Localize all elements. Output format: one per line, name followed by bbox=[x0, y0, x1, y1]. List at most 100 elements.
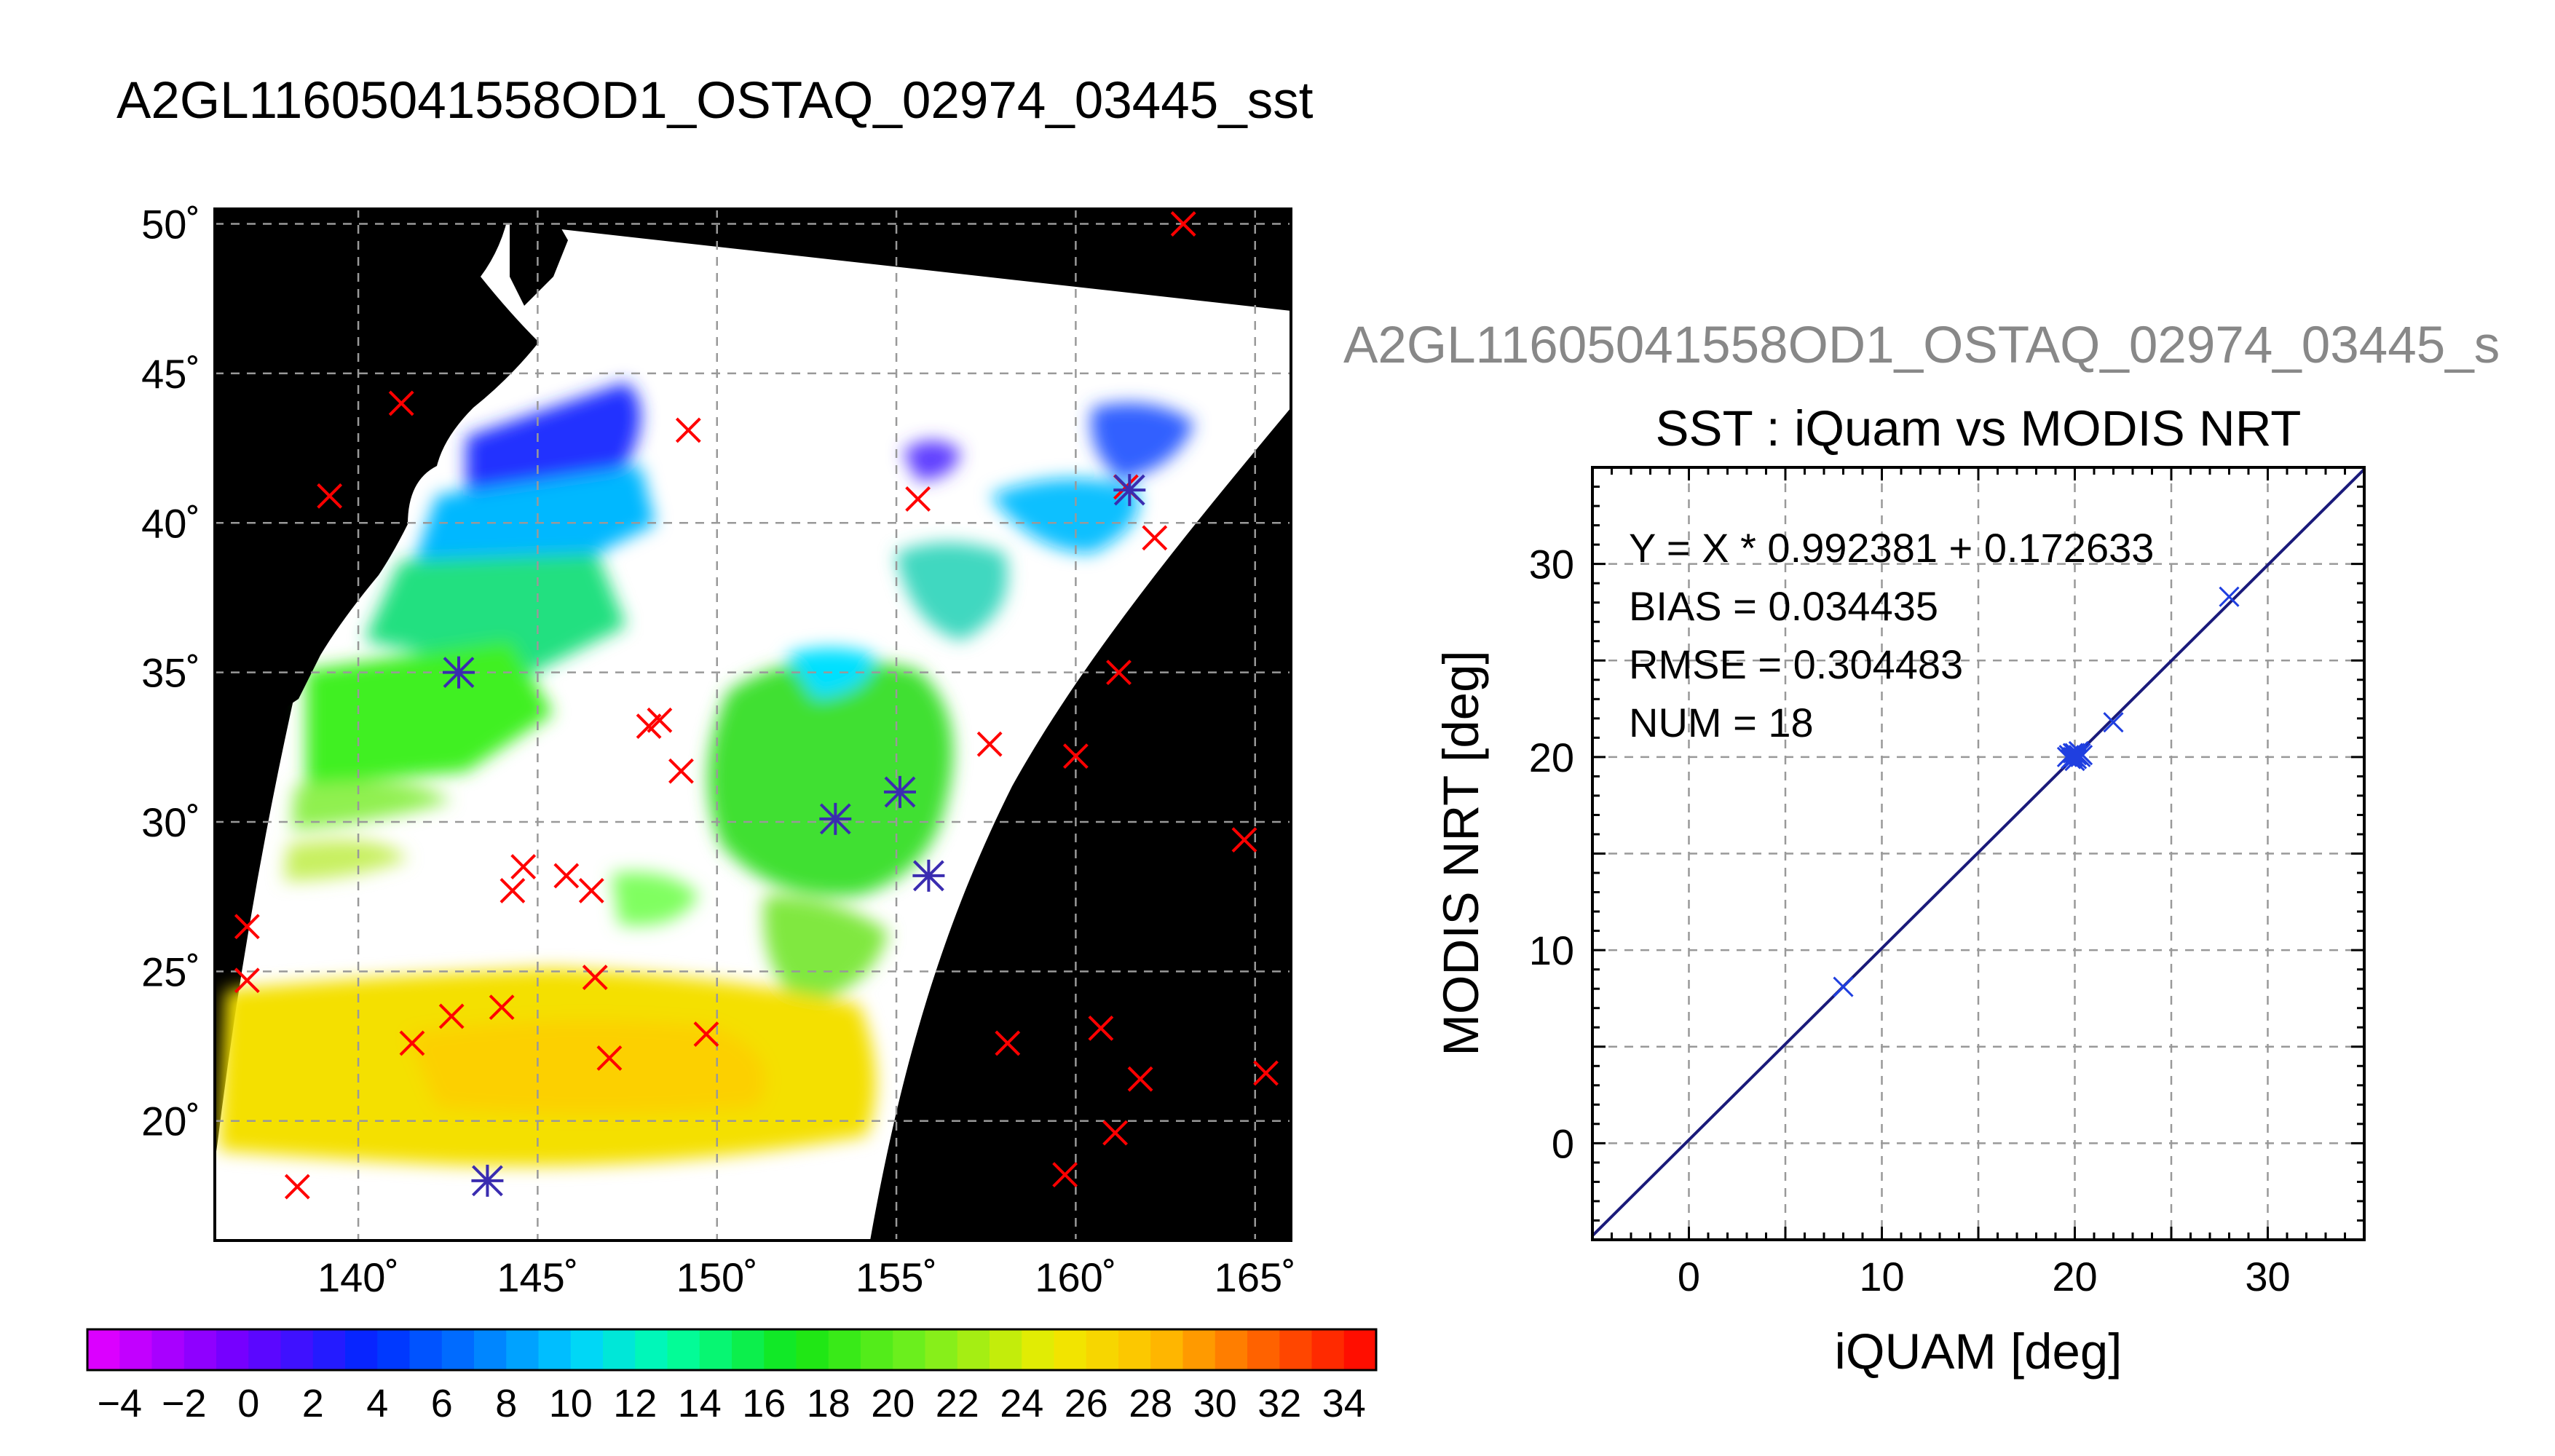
scatter-grid bbox=[1592, 467, 2364, 1240]
insitu-marker bbox=[510, 854, 537, 880]
map-lon-tick-labels: 140˚ 145˚ 150˚ 155˚ 160˚ 165˚ bbox=[317, 1254, 1296, 1300]
colorbar-cell bbox=[441, 1329, 475, 1370]
colorbar-cell bbox=[635, 1329, 668, 1370]
fit-statistics: Y = X * 0.992381 + 0.172633 BIAS = 0.034… bbox=[1629, 525, 2154, 745]
colorbar-cell bbox=[893, 1329, 925, 1370]
land-sakhalin-kurils bbox=[510, 215, 568, 306]
insitu-marker bbox=[489, 994, 515, 1021]
insitu-marker bbox=[668, 758, 694, 784]
colorbar-cell bbox=[990, 1329, 1022, 1370]
insitu-marker bbox=[582, 965, 608, 990]
colorbar-tick: 34 bbox=[1322, 1382, 1366, 1425]
colorbar-cell bbox=[957, 1329, 990, 1370]
colorbar-tick: 12 bbox=[613, 1382, 657, 1425]
insitu-marker bbox=[675, 417, 701, 443]
colorbar-cell bbox=[280, 1329, 314, 1370]
colorbar-cell bbox=[183, 1329, 217, 1370]
map-lat-tick: 35˚ bbox=[141, 650, 200, 696]
fit-line bbox=[1592, 468, 2364, 1237]
insitu-marker bbox=[1142, 525, 1168, 551]
colorbar-cell bbox=[861, 1329, 893, 1370]
map-lon-tick: 155˚ bbox=[856, 1254, 937, 1300]
colorbar-tick: 4 bbox=[366, 1382, 388, 1425]
page-title: A2GL11605041558OD1_OSTAQ_02974_03445_sst bbox=[117, 72, 1314, 130]
colorbar-cell bbox=[667, 1329, 700, 1370]
map-lat-tick: 20˚ bbox=[141, 1099, 200, 1144]
scatter-x-tick: 20 bbox=[2052, 1254, 2097, 1299]
scatter-header: A2GL11605041558OD1_OSTAQ_02974_03445_s bbox=[1343, 317, 2500, 374]
insitu-marker bbox=[399, 1030, 425, 1056]
map-frame bbox=[213, 207, 1292, 1242]
insitu-marker bbox=[1170, 211, 1196, 237]
map-lat-tick: 50˚ bbox=[141, 202, 200, 248]
colorbar-tick: 26 bbox=[1065, 1382, 1108, 1425]
colorbar-cell bbox=[925, 1329, 958, 1370]
sst-map: 140˚ 145˚ 150˚ 155˚ 160˚ 165˚ 20˚ 25˚ 30˚ 35˚ 40˚… bbox=[141, 202, 1296, 1300]
num-value: NUM = 18 bbox=[1629, 700, 1814, 745]
bias-value: BIAS = 0.034435 bbox=[1629, 583, 1938, 629]
colorbar-cell bbox=[828, 1329, 861, 1370]
map-grid bbox=[215, 209, 1291, 1241]
colorbar-cell bbox=[1311, 1329, 1345, 1370]
matchup-marker bbox=[883, 775, 916, 808]
colorbar-cell bbox=[732, 1329, 765, 1370]
scatter-panel: A2GL11605041558OD1_OSTAQ_02974_03445_s S… bbox=[1343, 317, 2500, 1380]
colorbar-cell bbox=[1150, 1329, 1183, 1370]
colorbar-tick: 14 bbox=[678, 1382, 722, 1425]
scatter-y-tick: 30 bbox=[1529, 542, 1574, 587]
colorbar-cell bbox=[1022, 1329, 1054, 1370]
insitu-marker bbox=[976, 731, 1003, 757]
rmse-value: RMSE = 0.304483 bbox=[1629, 641, 1963, 687]
insitu-marker bbox=[995, 1030, 1021, 1056]
colorbar-cell bbox=[1182, 1329, 1216, 1370]
matchup-marker bbox=[443, 656, 475, 689]
colorbar-cell bbox=[1343, 1329, 1377, 1370]
scatter-y-tick: 10 bbox=[1529, 927, 1574, 973]
colorbar-tick: −4 bbox=[97, 1382, 142, 1425]
colorbar-tick: 20 bbox=[871, 1382, 915, 1425]
colorbar: −4 −2 0 2 4 6 8 10 12 14 16 18 20 22 24 26 28 30 32 34 bbox=[86, 1328, 1378, 1425]
y-axis-label: MODIS NRT [deg] bbox=[1433, 650, 1489, 1056]
colorbar-cell bbox=[764, 1329, 797, 1370]
insitu-marker bbox=[1231, 827, 1257, 853]
map-lon-tick: 160˚ bbox=[1035, 1254, 1116, 1300]
colorbar-cell bbox=[699, 1329, 732, 1370]
insitu-marker bbox=[284, 1174, 310, 1200]
colorbar-cell bbox=[1086, 1329, 1119, 1370]
colorbar-cell bbox=[87, 1329, 120, 1370]
colorbar-cell bbox=[216, 1329, 249, 1370]
insitu-marker bbox=[905, 486, 931, 512]
colorbar-cell bbox=[151, 1329, 185, 1370]
colorbar-cell bbox=[1118, 1329, 1151, 1370]
matchup-marker bbox=[819, 802, 852, 835]
insitu-marker bbox=[1052, 1162, 1078, 1188]
map-lon-tick: 145˚ bbox=[497, 1254, 578, 1300]
scatter-y-tick-labels: 0 10 20 30 bbox=[1529, 542, 1574, 1167]
sst-field bbox=[218, 382, 1194, 1166]
insitu-marker bbox=[234, 914, 260, 940]
colorbar-tick: 6 bbox=[431, 1382, 453, 1425]
scatter-x-tick: 0 bbox=[1678, 1254, 1700, 1299]
insitu-marker bbox=[647, 707, 673, 733]
colorbar-cell bbox=[377, 1329, 410, 1370]
insitu-marker bbox=[317, 483, 343, 509]
colorbar-cell bbox=[1054, 1329, 1087, 1370]
scatter-point bbox=[2219, 586, 2240, 607]
colorbar-cell bbox=[796, 1329, 829, 1370]
insitu-marker bbox=[1106, 660, 1132, 686]
scatter-x-tick: 30 bbox=[2245, 1254, 2290, 1299]
insitu-marker bbox=[438, 1003, 465, 1029]
matchup-marker bbox=[912, 859, 945, 892]
insitu-marker bbox=[499, 878, 526, 903]
matchup-marker bbox=[471, 1164, 504, 1197]
scatter-x-tick: 10 bbox=[1859, 1254, 1904, 1299]
colorbar-cell bbox=[248, 1329, 281, 1370]
colorbar-tick: 8 bbox=[495, 1382, 517, 1425]
insitu-marker bbox=[578, 878, 604, 903]
colorbar-tick: 2 bbox=[302, 1382, 324, 1425]
colorbar-cell bbox=[345, 1329, 378, 1370]
colorbar-cell bbox=[570, 1329, 604, 1370]
colorbar-tick: 22 bbox=[936, 1382, 979, 1425]
insitu-marker bbox=[234, 968, 260, 994]
colorbar-frame bbox=[86, 1328, 1378, 1372]
